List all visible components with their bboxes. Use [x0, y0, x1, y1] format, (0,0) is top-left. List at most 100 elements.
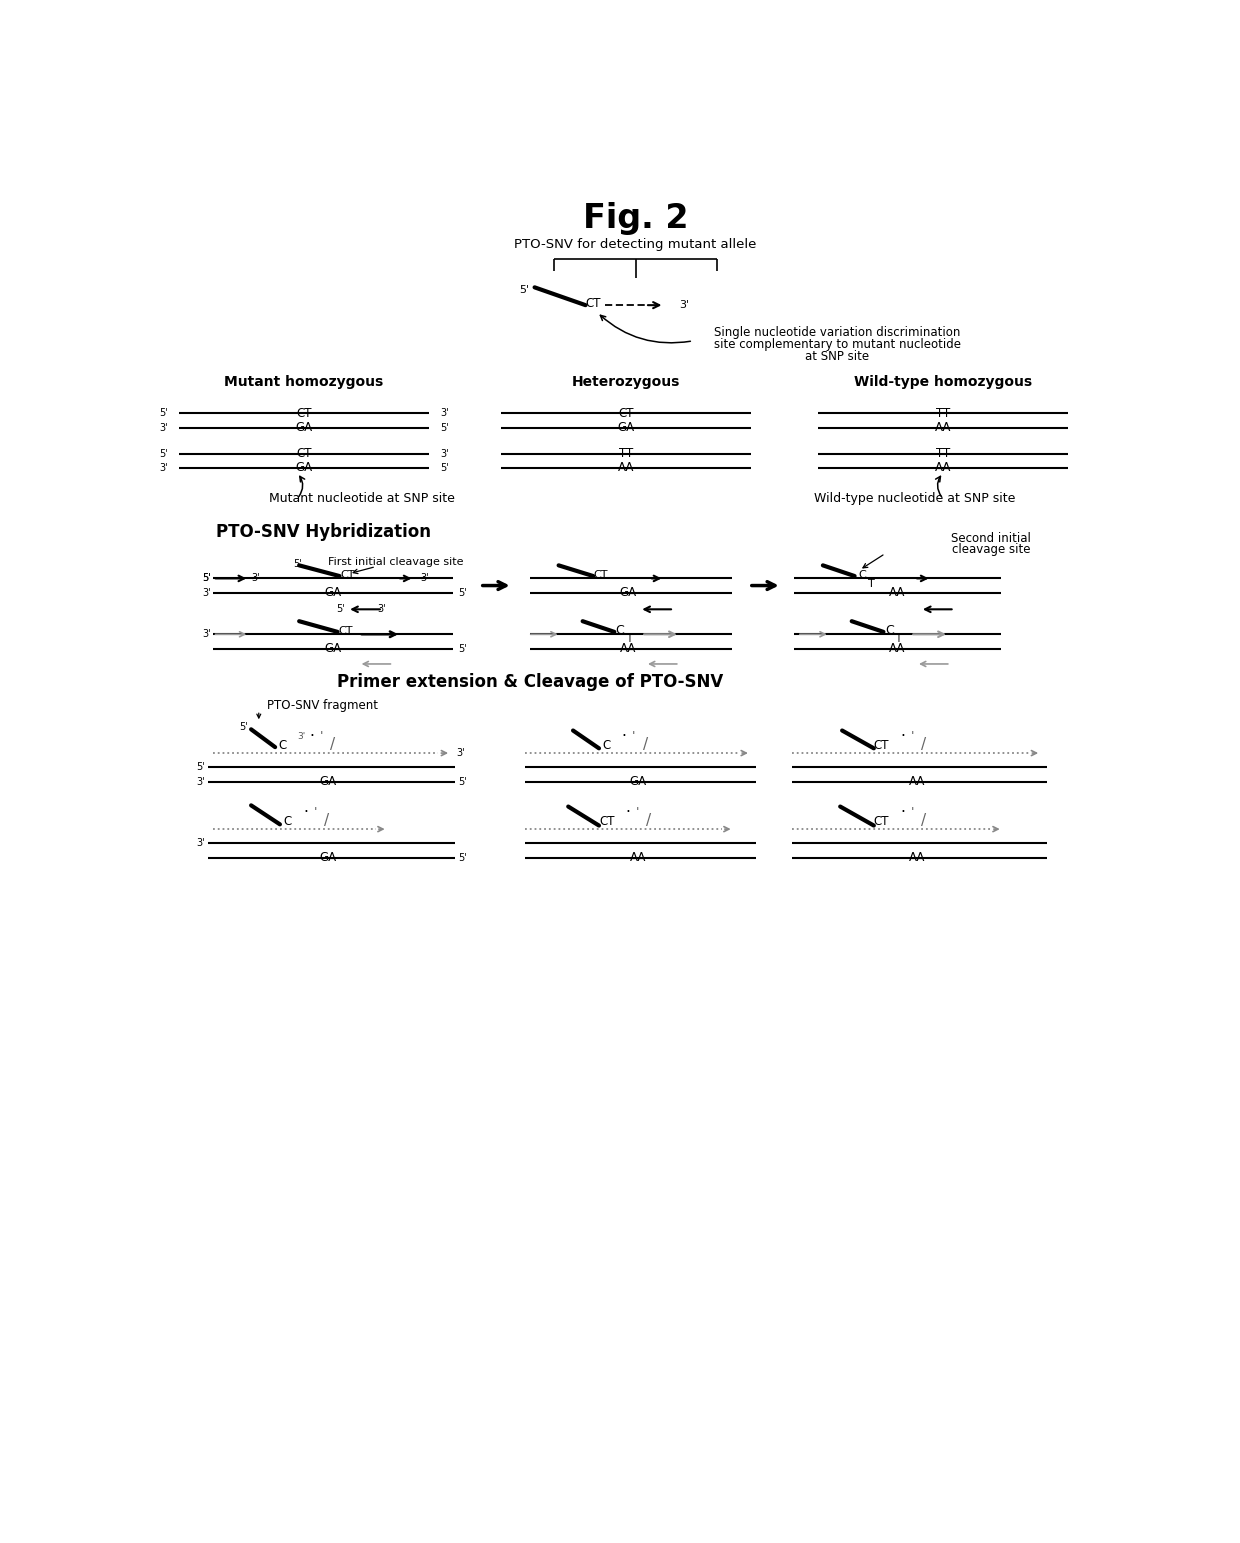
Text: 5': 5' — [159, 449, 167, 458]
Text: C: C — [279, 739, 286, 753]
Text: GA: GA — [320, 852, 336, 864]
Text: 5': 5' — [202, 574, 211, 583]
Text: Mutant nucleotide at SNP site: Mutant nucleotide at SNP site — [269, 492, 455, 505]
Text: 3': 3' — [296, 731, 305, 741]
Text: Wild-type nucleotide at SNP site: Wild-type nucleotide at SNP site — [813, 492, 1014, 505]
Text: ·: · — [625, 805, 630, 819]
Text: AA: AA — [935, 461, 951, 474]
Text: 5': 5' — [459, 776, 467, 787]
Text: 3': 3' — [377, 605, 386, 614]
Text: CT: CT — [618, 407, 634, 420]
Text: 5': 5' — [293, 559, 301, 569]
Text: PTO-SNV Hybridization: PTO-SNV Hybridization — [216, 523, 430, 542]
Text: AA: AA — [935, 421, 951, 434]
Text: C: C — [603, 739, 611, 753]
Text: CT: CT — [296, 447, 311, 460]
Text: cleavage site: cleavage site — [952, 543, 1030, 557]
Text: GA: GA — [295, 461, 312, 474]
Text: CT: CT — [599, 816, 614, 829]
Text: 3': 3' — [456, 748, 465, 758]
Text: 5': 5' — [336, 605, 345, 614]
Text: 3': 3' — [202, 630, 211, 639]
Text: C: C — [858, 569, 867, 580]
Text: GA: GA — [324, 642, 341, 656]
Text: 3': 3' — [678, 301, 689, 310]
Text: site complementary to mutant nucleotide: site complementary to mutant nucleotide — [714, 338, 961, 350]
Text: 3': 3' — [250, 574, 259, 583]
Text: /: / — [325, 813, 330, 829]
Text: at SNP site: at SNP site — [805, 350, 869, 363]
Text: TT: TT — [936, 447, 950, 460]
Text: ': ' — [314, 805, 317, 819]
Text: T: T — [868, 579, 874, 589]
Text: CT: CT — [339, 626, 352, 636]
Text: First initial cleavage site: First initial cleavage site — [327, 557, 463, 566]
Text: ·: · — [309, 728, 314, 744]
Text: /: / — [921, 813, 926, 829]
Text: Single nucleotide variation discrimination: Single nucleotide variation discriminati… — [714, 326, 961, 339]
Text: 5': 5' — [520, 285, 529, 295]
Text: /: / — [921, 738, 926, 753]
Text: Heterozygous: Heterozygous — [572, 375, 680, 389]
Text: CT: CT — [296, 407, 311, 420]
Text: 3': 3' — [440, 409, 449, 418]
Text: 3': 3' — [196, 838, 205, 849]
Text: 5': 5' — [458, 588, 466, 597]
Text: /: / — [642, 738, 647, 753]
Text: /: / — [330, 738, 335, 753]
Text: ': ' — [320, 730, 322, 742]
Text: T: T — [626, 634, 631, 643]
Text: AA: AA — [889, 642, 905, 656]
Text: C: C — [616, 625, 625, 637]
Text: CT: CT — [874, 816, 889, 829]
Text: 5': 5' — [202, 574, 211, 583]
Text: ': ' — [632, 730, 635, 742]
Text: GA: GA — [630, 775, 647, 788]
Text: Second initial: Second initial — [951, 531, 1030, 545]
Text: AA: AA — [889, 586, 905, 599]
Text: 3': 3' — [202, 588, 211, 597]
Text: GA: GA — [320, 775, 336, 788]
Text: TT: TT — [619, 447, 632, 460]
Text: C: C — [284, 816, 291, 829]
Text: ·: · — [621, 728, 626, 744]
Text: PTO-SNV fragment: PTO-SNV fragment — [268, 699, 378, 711]
Text: GA: GA — [295, 421, 312, 434]
Text: AA: AA — [618, 461, 634, 474]
Text: ·: · — [900, 805, 905, 819]
Text: Mutant homozygous: Mutant homozygous — [224, 375, 383, 389]
Text: CT: CT — [874, 739, 889, 753]
Text: Wild-type homozygous: Wild-type homozygous — [854, 375, 1032, 389]
Text: GA: GA — [618, 421, 635, 434]
Text: 5': 5' — [440, 423, 449, 432]
Text: CT: CT — [594, 569, 608, 580]
Text: PTO-SNV for detecting mutant allele: PTO-SNV for detecting mutant allele — [515, 238, 756, 252]
Text: 5': 5' — [458, 643, 466, 654]
Text: ': ' — [910, 805, 914, 819]
Text: Fig. 2: Fig. 2 — [583, 202, 688, 235]
Text: ·: · — [900, 728, 905, 744]
Text: 3': 3' — [440, 449, 449, 458]
Text: AA: AA — [909, 852, 925, 864]
Text: Primer extension & Cleavage of PTO-SNV: Primer extension & Cleavage of PTO-SNV — [337, 673, 723, 691]
Text: ': ' — [910, 730, 914, 742]
Text: ': ' — [636, 805, 639, 819]
Text: ·: · — [304, 805, 309, 819]
Text: 3': 3' — [159, 463, 167, 474]
Text: C: C — [885, 625, 894, 637]
Text: AA: AA — [630, 852, 646, 864]
Text: T: T — [895, 634, 900, 643]
Text: /: / — [646, 813, 651, 829]
Text: 3': 3' — [159, 423, 167, 432]
Text: AA: AA — [620, 642, 636, 656]
Text: 3': 3' — [196, 776, 205, 787]
Text: CT: CT — [585, 298, 601, 310]
Text: 5': 5' — [159, 409, 167, 418]
Text: 3': 3' — [420, 574, 429, 583]
Text: 5': 5' — [239, 722, 248, 731]
Text: GA: GA — [619, 586, 636, 599]
Text: 5': 5' — [459, 853, 467, 863]
Text: AA: AA — [909, 775, 925, 788]
Text: GA: GA — [324, 586, 341, 599]
Text: 5': 5' — [440, 463, 449, 474]
